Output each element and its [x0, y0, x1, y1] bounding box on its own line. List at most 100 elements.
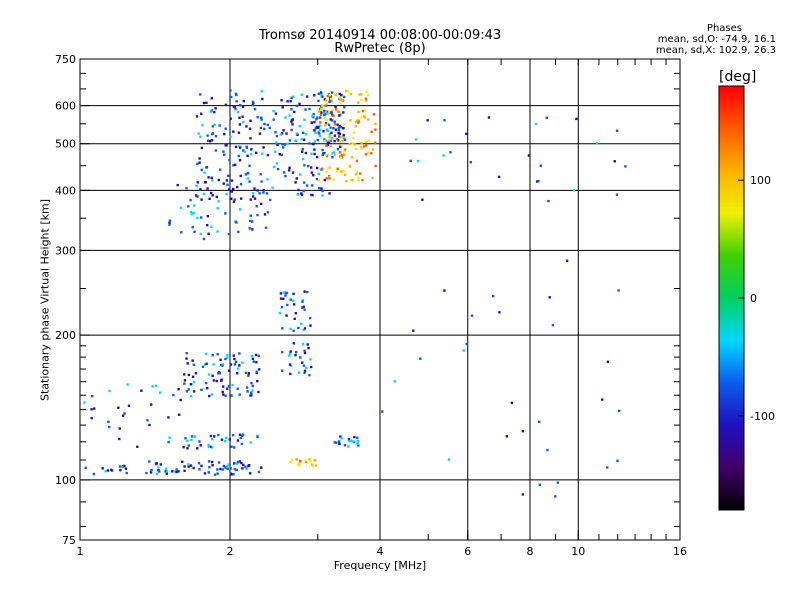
data-point	[124, 467, 128, 470]
data-point	[204, 181, 207, 184]
data-point	[303, 327, 307, 330]
data-point	[547, 199, 550, 203]
data-point	[333, 441, 336, 444]
data-point	[83, 401, 86, 404]
data-point	[220, 438, 224, 441]
data-point	[244, 465, 247, 468]
data-point	[286, 303, 289, 307]
data-point	[185, 357, 188, 360]
data-point	[308, 458, 311, 461]
data-point	[301, 299, 305, 302]
data-point	[187, 444, 190, 447]
data-point	[215, 195, 218, 199]
data-point	[247, 464, 250, 467]
data-point	[195, 115, 199, 118]
data-point	[227, 188, 231, 191]
data-point	[356, 442, 359, 446]
data-point	[311, 193, 314, 197]
data-point	[325, 177, 328, 180]
data-point	[340, 93, 343, 97]
data-point	[317, 172, 321, 176]
data-point	[338, 92, 341, 96]
data-point	[298, 125, 301, 128]
data-point	[351, 179, 354, 182]
data-point	[232, 187, 235, 191]
data-point	[232, 130, 235, 133]
data-point	[251, 195, 255, 198]
data-point	[305, 462, 309, 465]
data-point	[349, 92, 353, 96]
data-point	[258, 132, 262, 135]
data-point	[360, 141, 363, 145]
data-point	[234, 163, 237, 166]
data-point	[189, 464, 193, 467]
data-point	[393, 380, 396, 383]
data-point	[251, 389, 254, 392]
data-point	[613, 160, 616, 163]
data-point	[321, 104, 324, 108]
data-point	[233, 357, 236, 361]
data-point	[193, 435, 196, 438]
data-point	[316, 166, 319, 170]
data-point	[371, 148, 375, 151]
data-point	[224, 436, 228, 439]
data-point	[259, 202, 263, 206]
colorbar-ticks: 100 0 -100	[738, 174, 775, 423]
data-point	[237, 230, 240, 234]
data-point	[297, 371, 301, 374]
data-point	[345, 180, 348, 183]
data-point	[242, 99, 245, 103]
data-point	[232, 200, 236, 203]
data-point	[106, 469, 110, 472]
data-point	[221, 468, 225, 471]
data-point	[325, 119, 328, 122]
data-point	[145, 471, 148, 475]
data-point	[240, 461, 243, 465]
data-point	[313, 120, 316, 124]
data-point	[199, 444, 202, 447]
data-point	[249, 394, 252, 397]
data-point	[192, 390, 196, 393]
data-point	[101, 467, 104, 470]
data-point	[245, 125, 248, 128]
data-point	[245, 386, 249, 389]
data-point	[91, 395, 94, 398]
data-point	[322, 111, 326, 114]
data-point	[195, 184, 198, 188]
data-point	[291, 171, 295, 174]
data-point	[327, 123, 331, 126]
data-point	[323, 109, 326, 113]
data-point	[136, 445, 139, 448]
data-point	[281, 132, 284, 135]
data-point	[538, 420, 541, 424]
data-point	[104, 470, 107, 473]
data-point	[289, 327, 292, 331]
data-point	[236, 110, 240, 114]
data-point	[465, 342, 468, 346]
data-point	[325, 170, 328, 174]
data-point	[414, 138, 418, 141]
data-point	[343, 148, 347, 152]
data-point	[367, 94, 370, 97]
data-point	[318, 110, 321, 114]
data-point	[251, 228, 254, 231]
data-point	[311, 464, 315, 468]
data-point	[249, 214, 252, 217]
x-axis-label: Frequency [MHz]	[333, 559, 427, 572]
data-point	[349, 119, 352, 122]
data-point	[154, 384, 158, 388]
colorbar-tick-label: 0	[750, 292, 757, 305]
data-point	[227, 385, 231, 388]
data-point	[310, 121, 313, 125]
data-point	[233, 446, 236, 449]
data-point	[355, 159, 359, 163]
data-point	[370, 130, 373, 133]
data-point	[374, 122, 377, 126]
data-point	[256, 435, 259, 439]
data-point	[190, 212, 194, 216]
data-point	[250, 391, 253, 395]
data-point	[239, 146, 242, 149]
data-point	[238, 433, 242, 436]
data-point	[220, 363, 223, 367]
data-point	[325, 102, 329, 105]
